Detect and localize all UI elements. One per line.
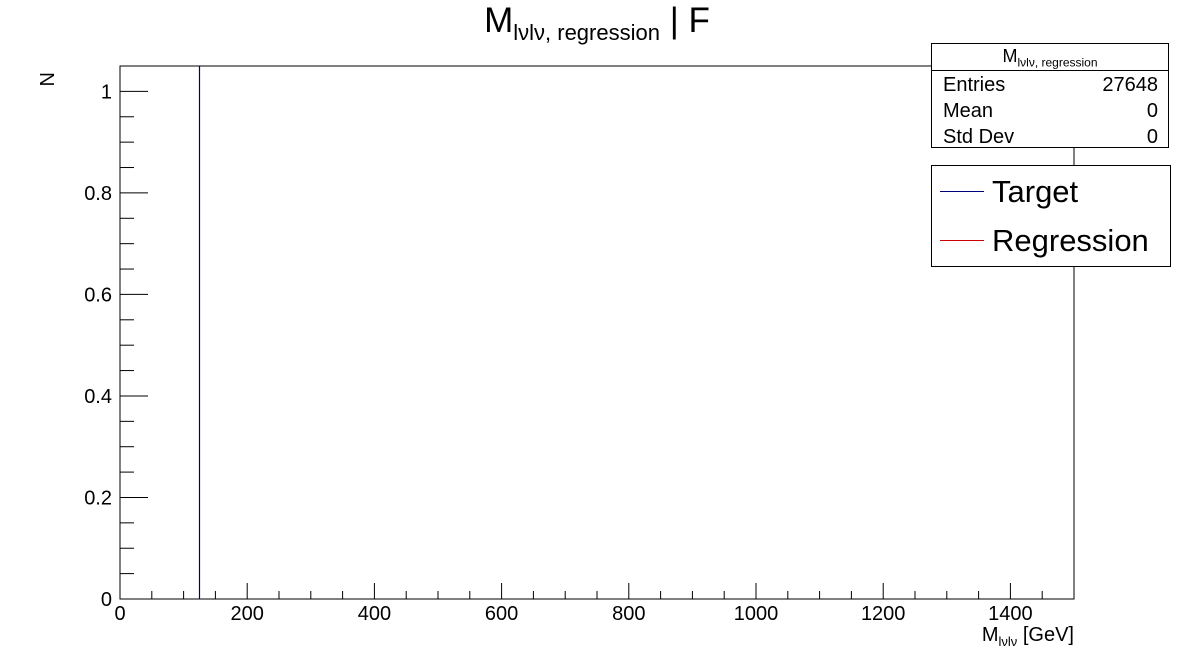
stats-value: 27648 (1102, 74, 1158, 96)
stats-row-stddev: Std Dev 0 (943, 124, 1158, 150)
legend-swatch-regression (940, 240, 984, 241)
stats-label: Mean (943, 100, 994, 122)
stats-title-main: M (1002, 46, 1018, 66)
stats-title: Mlνlν, regression (932, 44, 1168, 71)
x-tick-label: 1400 (988, 603, 1033, 625)
x-axis-label-main: M (982, 624, 999, 646)
x-axis-label-sub: lνlν (999, 634, 1018, 649)
stats-value: 0 (1146, 100, 1158, 122)
stats-box: Mlνlν, regression Entries 27648 Mean 0 S… (931, 43, 1169, 148)
y-tick-label: 1 (101, 81, 112, 103)
chart-title-main: M (484, 1, 513, 40)
stats-label: Std Dev (943, 126, 1015, 148)
x-tick-label: 1000 (734, 603, 779, 625)
y-axis: 0 0.2 0.4 0.6 0.8 1 (84, 65, 148, 611)
y-tick-label: 0.8 (84, 183, 112, 205)
stats-label: Entries (943, 74, 1006, 96)
x-axis: 0 200 400 600 800 1000 1200 1400 (114, 583, 1075, 625)
stats-value: 0 (1146, 126, 1158, 148)
legend-label-target: Target (992, 174, 1079, 209)
chart-title-sub: lνlν, regression (513, 20, 660, 45)
x-tick-label: 600 (485, 603, 518, 625)
stats-title-sub: lνlν, regression (1017, 55, 1098, 70)
x-tick-label: 1200 (861, 603, 906, 625)
legend-label-regression: Regression (992, 223, 1149, 258)
stats-row-mean: Mean 0 (943, 98, 1158, 124)
x-tick-label: 0 (114, 603, 125, 625)
x-tick-label: 200 (231, 603, 264, 625)
x-tick-label: 400 (358, 603, 391, 625)
chart-title-suffix: | F (660, 1, 710, 40)
chart-title: Mlνlν, regression | F (484, 1, 710, 45)
y-tick-label: 0.6 (84, 284, 112, 306)
x-axis-label-suffix: [GeV] (1017, 624, 1074, 646)
x-axis-label: Mlνlν [GeV] (982, 624, 1074, 649)
y-tick-label: 0.4 (84, 386, 112, 408)
y-tick-label: 0.2 (84, 487, 112, 509)
legend-swatch-target (940, 191, 984, 192)
y-tick-label: 0 (101, 589, 112, 611)
legend: Target Regression (931, 165, 1171, 267)
stats-row-entries: Entries 27648 (943, 72, 1158, 98)
y-axis-label: N (37, 72, 59, 86)
x-tick-label: 800 (612, 603, 645, 625)
